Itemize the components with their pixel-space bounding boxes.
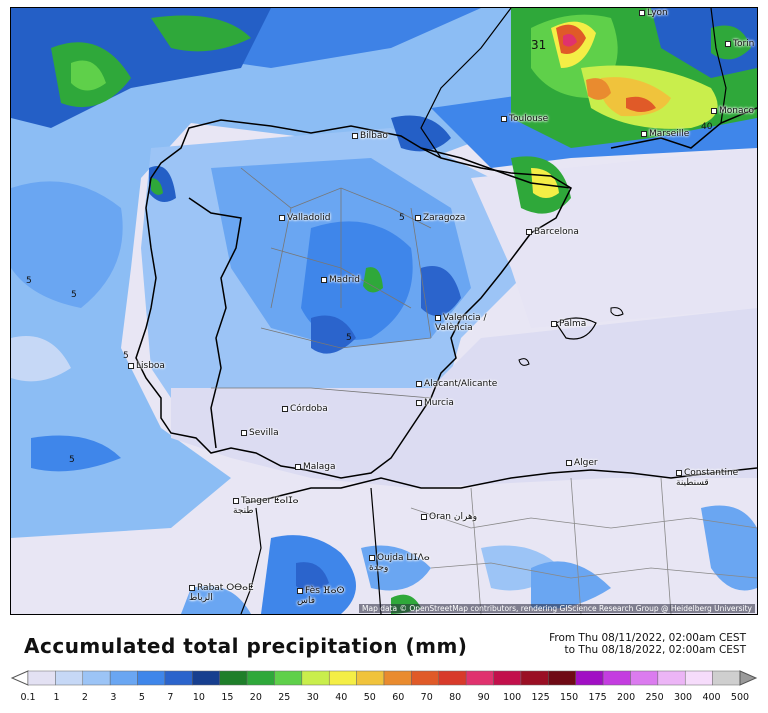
scale-swatch	[575, 670, 604, 686]
scale-swatch	[411, 670, 440, 686]
contour-label: 5	[346, 333, 352, 343]
map-canvas	[11, 8, 757, 614]
scale-swatch	[356, 670, 385, 686]
scale-swatch	[137, 670, 166, 686]
scale-tick-label: 500	[730, 692, 750, 703]
contour-label: 5	[123, 351, 129, 361]
scale-tick-label: 100	[503, 692, 522, 703]
scale-swatch	[438, 670, 467, 686]
city-label: Lyon	[639, 8, 668, 18]
city-label: Murcia	[416, 398, 454, 408]
scale-swatch	[246, 670, 275, 686]
city-label: Bilbao	[352, 131, 388, 141]
precipitation-map[interactable]: Lyon Torin Monaco Toulouse Marseille Bil…	[10, 7, 758, 615]
scale-tick-label: 2	[81, 692, 88, 703]
city-label: Toulouse	[501, 114, 548, 124]
scale-swatch	[684, 670, 713, 686]
scale-swatch	[109, 670, 138, 686]
scale-tick-label: 125	[531, 692, 550, 703]
city-label: Tanger ⵟⴰⵏⵊⴰ طنجة	[233, 496, 299, 516]
scale-tick-label: 150	[560, 692, 579, 703]
city-label: Córdoba	[282, 404, 328, 414]
period-to: to Thu 08/18/2022, 02:00am CEST	[564, 644, 746, 656]
scale-swatch	[82, 670, 111, 686]
city-label: Torin	[725, 39, 754, 49]
map-attribution: Map data © OpenStreetMap contributors, r…	[359, 604, 755, 613]
city-label: Constantine قسنطينة	[676, 468, 739, 488]
scale-tick-label: 7	[167, 692, 174, 703]
scale-tick-label: 400	[702, 692, 721, 703]
scale-swatch	[602, 670, 631, 686]
city-label: Malaga	[295, 462, 336, 472]
city-label: Zaragoza	[415, 213, 465, 223]
scale-swatch	[657, 670, 686, 686]
scale-tick-label: 10	[192, 692, 205, 703]
scale-tick-label: 175	[588, 692, 607, 703]
scale-swatch	[27, 670, 56, 686]
scale-swatch	[219, 670, 248, 686]
city-label: Sevilla	[241, 428, 279, 438]
scale-tick-label: 300	[673, 692, 693, 703]
scale-swatch	[383, 670, 412, 686]
city-label: Valencia / València	[435, 313, 487, 333]
scale-tick-label: 25	[278, 692, 291, 703]
scale-arrow-left	[10, 670, 29, 686]
scale-tick-label: 30	[306, 692, 319, 703]
city-label: Barcelona	[526, 227, 579, 237]
scale-swatch	[164, 670, 193, 686]
scale-swatch	[520, 670, 549, 686]
contour-label: 5	[399, 213, 405, 223]
scale-tick-label: 90	[477, 692, 490, 703]
scale-tick-label: 50	[363, 692, 376, 703]
scale-swatch	[192, 670, 220, 686]
city-label: Rabat ⵔⴱⴰⵟ الرباط	[189, 583, 254, 603]
contour-label: 31	[531, 38, 547, 52]
scale-swatch	[630, 670, 659, 686]
color-scale-bar	[10, 670, 758, 686]
city-label: Alacant/Alicante	[416, 379, 497, 389]
contour-label: 5	[26, 276, 32, 286]
city-label: Lisboa	[128, 361, 165, 371]
period-from: From Thu 08/11/2022, 02:00am CEST	[549, 632, 746, 644]
scale-tick-label: 0.1	[20, 692, 36, 703]
contour-label: 5	[71, 290, 77, 300]
scale-swatch	[548, 670, 576, 686]
scale-tick-label: 80	[449, 692, 462, 703]
city-label: Palma	[551, 319, 586, 329]
scale-tick-label: 15	[221, 692, 234, 703]
contour-label: 5	[69, 455, 75, 465]
scale-swatch	[465, 670, 494, 686]
scale-swatch	[712, 670, 741, 686]
scale-tick-label: 60	[392, 692, 405, 703]
city-label: Marseille	[641, 129, 689, 139]
scale-swatch	[55, 670, 84, 686]
scale-tick-label: 1	[53, 692, 60, 703]
city-label: Oujda ⵡⵊⴷⴰ وجدة	[369, 553, 430, 573]
scale-swatch	[328, 670, 357, 686]
scale-swatch	[301, 670, 330, 686]
city-label: Oran وهران	[421, 512, 477, 522]
scale-tick-label: 250	[645, 692, 664, 703]
city-label: Monaco	[711, 106, 754, 116]
scale-arrow-right	[739, 670, 758, 686]
scale-tick-label: 20	[249, 692, 262, 703]
scale-swatch	[274, 670, 303, 686]
city-label: Madrid	[321, 275, 360, 285]
scale-tick-label: 40	[335, 692, 348, 703]
legend-title: Accumulated total precipitation (mm)	[24, 634, 468, 658]
scale-swatch	[493, 670, 522, 686]
scale-tick-label: 70	[420, 692, 433, 703]
city-label: Alger	[566, 458, 598, 468]
scale-tick-label: 3	[110, 692, 117, 703]
period-text: From Thu 08/11/2022, 02:00am CEST to Thu…	[549, 632, 746, 656]
contour-label: 40	[701, 122, 713, 132]
city-label: Fès ⴼⴰⵙ فاس	[297, 586, 345, 606]
city-label: Valladolid	[279, 213, 330, 223]
scale-tick-label: 5	[138, 692, 145, 703]
scale-tick-label: 200	[617, 692, 636, 703]
